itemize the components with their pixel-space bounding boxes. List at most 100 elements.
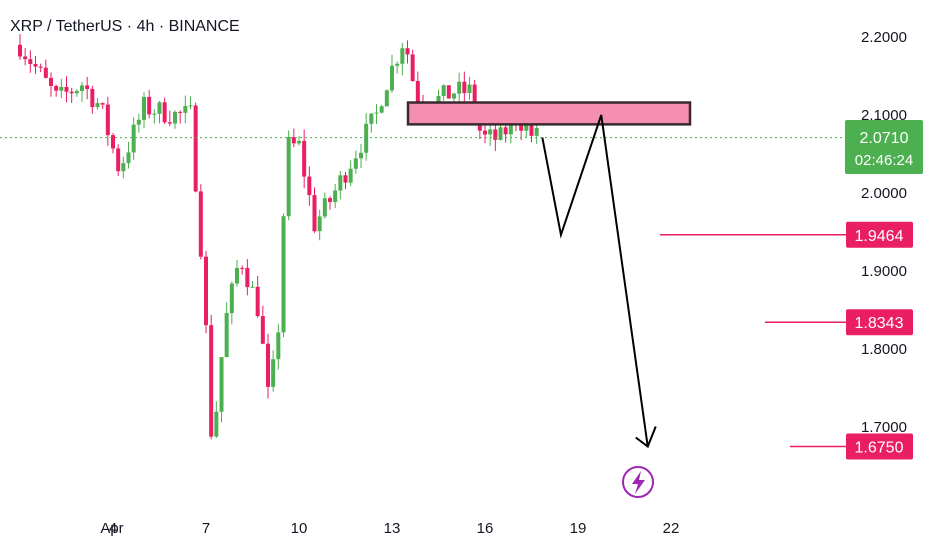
candle-up <box>467 84 472 94</box>
candle-up <box>250 286 255 288</box>
target-label: 1.6750 <box>855 440 904 457</box>
candle-up <box>353 158 358 169</box>
candle-up <box>214 411 219 437</box>
candle-up <box>452 93 456 99</box>
candle-up <box>498 127 503 140</box>
candle-down <box>255 286 260 317</box>
candle-down <box>38 66 43 68</box>
target-label: 1.8343 <box>855 315 904 332</box>
candles-layer <box>18 34 539 440</box>
candle-down <box>462 81 467 94</box>
candle-down <box>209 325 214 437</box>
target-lines-layer <box>660 234 846 448</box>
candle-up <box>508 117 513 135</box>
candle-down <box>493 129 498 140</box>
candle-down <box>307 176 312 196</box>
candle-down <box>116 148 121 172</box>
x-tick-label: 22 <box>663 520 680 537</box>
target-label-bg <box>846 309 913 336</box>
event-icon[interactable] <box>622 466 654 498</box>
candle-up <box>488 129 493 135</box>
candle-up <box>534 127 539 136</box>
target-label-bg <box>846 433 913 460</box>
candle-down <box>260 316 265 344</box>
candle-up <box>390 65 394 91</box>
candle-up <box>338 175 343 191</box>
candle-down <box>147 96 152 115</box>
target-label-bg <box>846 221 913 248</box>
candle-up <box>224 313 229 358</box>
candle-down <box>64 86 69 92</box>
x-tick-label: 19 <box>570 520 587 537</box>
candle-down <box>446 85 451 99</box>
resistance-zone[interactable] <box>406 101 692 126</box>
candle-down <box>111 135 115 149</box>
candle-down <box>85 85 90 89</box>
candle-up <box>142 96 146 120</box>
y-tick-label: 1.8000 <box>861 341 907 358</box>
candle-down <box>18 44 22 57</box>
projection-arrowhead <box>635 426 657 449</box>
candle-up <box>384 90 389 107</box>
candle-down <box>405 48 410 55</box>
y-tick-label: 1.7000 <box>861 419 907 436</box>
candle-up <box>297 140 301 144</box>
candle-down <box>328 198 332 203</box>
x-tick-label: 4 <box>109 520 117 537</box>
candle-down <box>483 130 487 135</box>
candle-down <box>266 343 270 387</box>
y-axis: 2.2000 2.1000 2.0000 1.9000 1.8000 1.7000 <box>861 29 907 436</box>
candle-up <box>441 85 446 96</box>
candle-down <box>43 67 48 78</box>
candle-up <box>457 81 462 94</box>
candle-down <box>519 121 524 131</box>
candle-down <box>162 102 167 123</box>
candle-down <box>204 256 208 326</box>
candle-down <box>49 77 53 86</box>
candle-down <box>312 195 317 232</box>
candle-up <box>322 198 327 217</box>
candle-down <box>343 175 348 183</box>
candle-up <box>74 90 79 94</box>
candle-up <box>59 86 64 91</box>
candle-up <box>281 216 286 333</box>
last-price-label: 2.0710 02:46:24 <box>845 120 923 174</box>
candle-up <box>188 105 193 107</box>
x-tick-label: 16 <box>477 520 494 537</box>
candle-up <box>333 190 338 203</box>
candle-up <box>395 63 400 66</box>
candle-up <box>286 137 291 217</box>
candle-down <box>28 59 33 64</box>
projection-path[interactable] <box>541 114 649 447</box>
x-tick-label: 13 <box>384 520 401 537</box>
candle-up <box>364 123 369 153</box>
candle-up <box>126 152 131 164</box>
candle-up <box>183 106 188 113</box>
candle-down <box>100 103 105 105</box>
candle-down <box>245 267 250 288</box>
candle-up <box>374 112 379 114</box>
candle-up <box>400 48 405 64</box>
candle-up <box>157 102 162 114</box>
candle-up <box>219 357 224 412</box>
candle-down <box>178 111 183 113</box>
candle-up <box>229 283 234 314</box>
candle-up <box>276 332 281 360</box>
candle-down <box>69 91 74 94</box>
x-tick-label: Apr <box>100 520 123 537</box>
candle-up <box>359 152 363 159</box>
candle-down <box>503 127 508 135</box>
candle-down <box>90 88 95 108</box>
x-tick-label: 7 <box>202 520 210 537</box>
candle-down <box>302 140 307 177</box>
last-price-value: 2.0710 <box>860 130 909 147</box>
candle-down <box>198 191 203 257</box>
candle-up <box>173 111 177 124</box>
candle-up <box>80 85 84 91</box>
candle-up <box>131 124 136 153</box>
y-tick-label: 2.2000 <box>861 29 907 46</box>
candle-up <box>369 113 374 124</box>
candle-up <box>524 124 529 131</box>
